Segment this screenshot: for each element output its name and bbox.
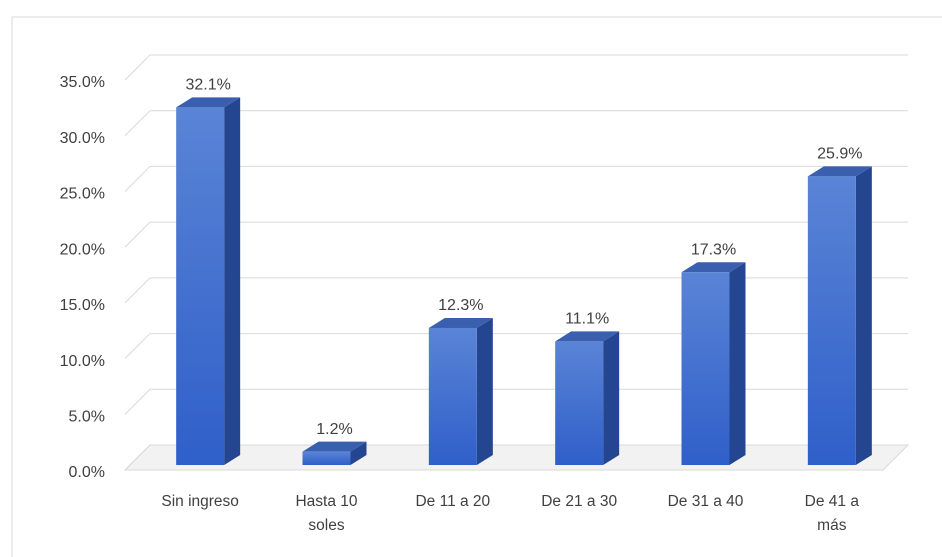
- y-tick-label: 15.0%: [60, 297, 105, 314]
- bar-top: [681, 262, 746, 273]
- data-label: 25.9%: [817, 146, 862, 163]
- bar-side: [224, 97, 241, 466]
- x-tick-label: De 31 a 40: [667, 493, 744, 510]
- grid-diagonal: [124, 388, 151, 415]
- data-label: 12.3%: [438, 297, 483, 314]
- bar-side: [729, 262, 746, 465]
- y-tick-label: 10.0%: [60, 353, 105, 370]
- bar-top: [555, 331, 620, 342]
- grid-diagonal: [124, 54, 151, 81]
- grid-diagonal: [124, 221, 151, 248]
- bar-top: [428, 317, 493, 328]
- y-tick-label: 30.0%: [60, 130, 105, 147]
- bar-top: [302, 441, 367, 452]
- y-tick-label: 35.0%: [60, 74, 105, 91]
- x-tick-label: De 21 a 30: [541, 493, 618, 510]
- bar-top: [176, 97, 241, 108]
- x-tick-label: De 11 a 20: [415, 493, 491, 510]
- bar: [807, 176, 856, 465]
- frame: [11, 16, 942, 557]
- grid-diagonal: [124, 166, 151, 192]
- grid-diagonal: [124, 277, 151, 304]
- bar-side: [855, 166, 872, 465]
- y-tick-label: 5.0%: [69, 409, 105, 426]
- data-label: 17.3%: [691, 241, 736, 258]
- y-tick-label: 20.0%: [60, 241, 105, 258]
- data-label: 1.2%: [316, 421, 352, 438]
- y-tick-label: 0.0%: [69, 464, 105, 481]
- bar-side: [476, 317, 493, 465]
- bar: [428, 327, 477, 465]
- data-label: 32.1%: [185, 77, 230, 94]
- bar-top: [807, 166, 872, 177]
- grid-diagonal: [124, 444, 151, 471]
- data-label: 11.1%: [565, 311, 609, 328]
- floor: [123, 444, 910, 471]
- bar: [302, 451, 351, 465]
- bar-side: [350, 441, 367, 465]
- bar: [176, 107, 225, 466]
- x-tick-label: De 41 a más: [804, 493, 859, 534]
- grid-diagonal: [124, 333, 151, 359]
- y-tick-label: 25.0%: [60, 186, 105, 203]
- x-tick-label: Hasta 10 soles: [295, 493, 358, 534]
- bar-side: [603, 331, 620, 465]
- bar: [555, 341, 604, 465]
- x-tick-label: Sin ingreso: [161, 493, 239, 510]
- bar: [681, 272, 730, 465]
- grid-diagonal: [124, 110, 151, 137]
